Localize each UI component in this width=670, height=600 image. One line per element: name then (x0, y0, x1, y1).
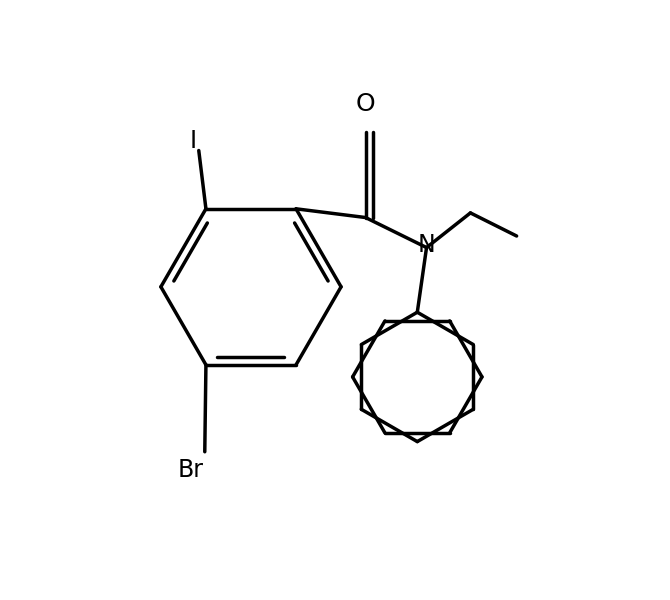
Text: N: N (417, 233, 436, 257)
Text: Br: Br (178, 458, 204, 482)
Text: O: O (356, 92, 375, 116)
Text: I: I (190, 129, 197, 153)
